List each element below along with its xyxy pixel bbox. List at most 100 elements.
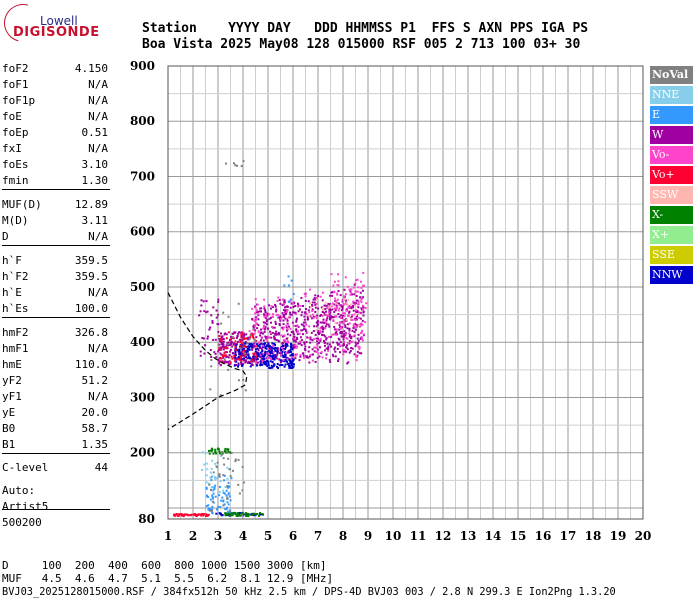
data-point-vo [352,286,355,289]
param-key: M(D) [2,214,29,227]
data-point-x [228,451,231,454]
data-point-noval [223,463,226,466]
data-point-w [264,309,267,312]
data-point-w [313,325,316,328]
data-point-nnw [272,364,275,367]
data-point-vo [331,302,334,305]
data-point-w [351,329,354,332]
data-point-w [303,328,306,331]
data-point-w [348,310,351,313]
data-point-w [304,329,307,332]
data-point-w [221,360,224,363]
data-point-x [231,512,234,515]
data-point-w [302,304,305,307]
data-point-w [284,309,287,312]
data-point-vo [254,298,257,301]
data-point-w [256,361,259,364]
data-point-vo [242,337,245,340]
data-point-w [348,342,351,345]
data-point-w [331,294,334,297]
data-point-e [283,284,286,287]
data-point-w [225,333,228,336]
data-point-vo [276,299,279,302]
data-point-ssw [310,306,313,309]
data-point-vo [293,324,296,327]
footer-distance-line: D 100 200 400 600 800 1000 1500 3000 [km… [2,559,327,572]
data-point-w [343,335,346,338]
data-point-vo [349,293,352,296]
data-point-w [270,316,273,319]
data-point-w [203,352,206,355]
data-point-w [356,337,359,340]
data-point-ssw [306,330,309,333]
data-point-vo [248,330,251,333]
data-point-w [361,289,364,292]
data-point-w [296,338,299,341]
data-point-w [314,298,317,301]
data-point-vo [361,323,364,326]
data-point-w [304,345,307,348]
data-point-w [359,291,362,294]
data-point-w [210,356,213,359]
data-point-nnw [273,343,276,346]
data-point-noval [237,302,240,305]
data-point-vo [263,326,266,329]
data-point-vo [269,357,272,360]
param-row: B1 1.35 [2,438,108,454]
data-point-w [348,305,351,308]
data-point-nnw [275,365,278,368]
data-point-w [292,330,295,333]
data-point-w [229,348,232,351]
data-point-noval [210,359,213,362]
data-point-w [255,336,258,339]
data-point-vo [319,337,322,340]
data-point-e [292,293,295,296]
y-tick-label: 800 [130,114,155,128]
data-point-w [257,349,260,352]
data-point-w [255,311,258,314]
data-point-vo [348,322,351,325]
data-point-w [286,329,289,332]
data-point-w [289,358,292,361]
data-point-nnw [262,358,265,361]
data-point-w [342,338,345,341]
data-point-w [296,317,299,320]
data-point-nnw [235,344,238,347]
data-point-nnw [241,344,244,347]
data-point-w [330,335,333,338]
data-point-w [317,333,320,336]
data-point-w [270,336,273,339]
data-point-e [223,503,226,506]
data-point-vo [338,304,341,307]
data-point-w [204,344,207,347]
data-point-nne [205,474,208,477]
data-point-w [285,305,288,308]
data-point-vo [324,327,327,330]
data-point-w [343,330,346,333]
data-point-w [346,323,349,326]
param-row: D N/A [2,230,108,246]
data-point-noval [234,460,237,463]
data-point-nnw [248,362,251,365]
data-point-vo [205,513,208,516]
data-point-ssw [308,315,311,318]
data-point-nne [214,478,217,481]
data-point-w [348,335,351,338]
data-point-w [292,331,295,334]
data-point-vo [180,513,183,516]
data-point-vo [327,314,330,317]
data-point-vo [285,352,288,355]
data-point-x [238,514,241,517]
data-point-nnw [265,352,268,355]
data-point-w [275,308,278,311]
data-point-vo [351,314,354,317]
data-point-vo [281,316,284,319]
data-point-w [354,341,357,344]
data-point-w [355,302,358,305]
data-point-w [257,318,260,321]
data-point-nnw [264,350,267,353]
data-point-vo [299,353,302,356]
data-point-nne [222,489,225,492]
param-value: 326.8 [74,326,108,339]
